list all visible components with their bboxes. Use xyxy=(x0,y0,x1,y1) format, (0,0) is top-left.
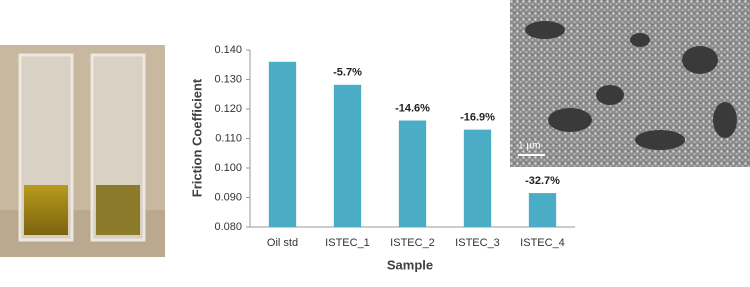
bar xyxy=(268,61,297,227)
bar xyxy=(333,84,362,227)
bar xyxy=(398,120,427,227)
sem-image: 1 µm xyxy=(510,0,750,167)
y-axis-label: Friction Coefficient xyxy=(189,78,204,197)
bar xyxy=(463,129,492,227)
x-tick-label: ISTEC_3 xyxy=(455,237,500,249)
y-tick-label: 0.110 xyxy=(215,132,242,144)
x-tick-label: Oil std xyxy=(267,237,298,249)
change-label: -32.7% xyxy=(525,175,560,187)
x-axis-label: Sample xyxy=(387,257,433,272)
y-tick-label: 0.130 xyxy=(214,73,242,85)
y-tick-label: 0.100 xyxy=(214,162,242,174)
x-tick-label: ISTEC_2 xyxy=(390,237,435,249)
y-tick-label: 0.080 xyxy=(214,221,242,233)
x-tick-label: ISTEC_4 xyxy=(520,237,565,249)
y-tick-label: 0.120 xyxy=(214,103,242,115)
chart: Sample Friction Coefficient 0.080 0.090 0.… xyxy=(189,44,575,272)
scale-label: 1 µm xyxy=(518,141,540,152)
change-label: -14.6% xyxy=(395,102,430,114)
y-tick-label: 0.140 xyxy=(214,44,242,56)
bar xyxy=(528,193,557,227)
change-label: -16.9% xyxy=(460,112,495,124)
change-label: -5.7% xyxy=(333,67,362,79)
y-tick-label: 0.090 xyxy=(214,191,242,203)
x-tick-label: ISTEC_1 xyxy=(325,237,370,249)
cuvette-photo xyxy=(0,45,165,257)
